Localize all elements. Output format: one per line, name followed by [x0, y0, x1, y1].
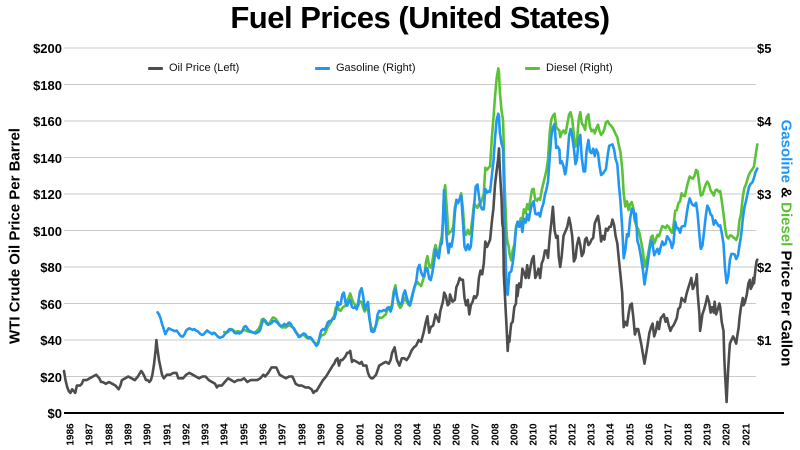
- right-axis-tick-label: $4: [757, 114, 772, 129]
- series-line-gasoline: [156, 112, 759, 348]
- year-tick-label: 2017: [663, 423, 675, 446]
- year-tick-label: 2012: [567, 423, 579, 446]
- year-tick-label: 2016: [644, 423, 656, 446]
- year-tick-label: 2018: [683, 423, 695, 446]
- year-tick-label: 2007: [470, 423, 482, 446]
- series-line-oil: [62, 147, 759, 404]
- year-tick-label: 2003: [393, 423, 405, 446]
- year-tick-label: 1990: [142, 423, 154, 446]
- year-tick-label: 1986: [65, 423, 77, 446]
- legend-item-diesel: Diesel (Right): [525, 62, 613, 74]
- right-axis-tick-label: $3: [757, 187, 772, 202]
- year-tick-label: 1996: [258, 423, 270, 446]
- left-axis-tick-label: $80: [40, 260, 62, 275]
- right-axis-tick-label: $1: [757, 333, 772, 348]
- year-tick-label: 2010: [528, 423, 540, 446]
- legend-item-oil: Oil Price (Left): [148, 62, 239, 74]
- right-axis-tick-label: $5: [757, 41, 772, 56]
- year-tick-label: 2019: [702, 423, 714, 446]
- year-tick-label: 2014: [605, 423, 617, 446]
- year-tick-label: 2008: [490, 423, 502, 446]
- left-axis-tick-label: $100: [33, 223, 62, 239]
- year-tick-label: 2015: [625, 423, 637, 446]
- legend-label-oil: Oil Price (Left): [169, 62, 240, 74]
- left-axis-tick-label: $180: [33, 77, 62, 93]
- year-tick-label: 2013: [586, 423, 598, 446]
- year-tick-label: 1994: [219, 423, 231, 446]
- year-tick-label: 2009: [509, 423, 521, 446]
- left-axis-tick-label: $120: [33, 187, 62, 202]
- year-tick-label: 1993: [200, 423, 212, 446]
- year-tick-label: 1999: [316, 423, 328, 446]
- gasoline-legend-dash-icon: [315, 66, 330, 70]
- year-tick-label: 1989: [123, 423, 135, 446]
- legend-label-gasoline: Gasoline (Right): [336, 62, 416, 74]
- year-tick-label: 2005: [432, 423, 444, 446]
- year-tick-label: 1987: [84, 423, 96, 446]
- year-tick-label: 2004: [412, 423, 424, 446]
- left-axis-tick-label: $140: [33, 150, 62, 166]
- year-tick-label: 2020: [721, 423, 733, 446]
- year-tick-label: 1991: [162, 423, 173, 446]
- year-tick-label: 2021: [741, 423, 752, 446]
- year-tick-label: 2006: [451, 423, 463, 446]
- year-tick-label: 2002: [374, 423, 386, 446]
- year-tick-label: 1988: [104, 423, 116, 446]
- year-tick-label: 1997: [277, 423, 289, 446]
- year-tick-label: 2011: [548, 423, 559, 446]
- series-line-diesel: [222, 67, 759, 346]
- left-axis-tick-label: $60: [40, 296, 62, 312]
- year-tick-label: 1998: [297, 423, 309, 446]
- oil-legend-dash-icon: [148, 66, 163, 70]
- legend-label-diesel: Diesel (Right): [546, 62, 613, 74]
- year-tick-label: 2001: [355, 423, 366, 446]
- left-axis-tick-label: $160: [33, 114, 62, 129]
- legend-item-gasoline: Gasoline (Right): [315, 62, 415, 74]
- left-axis-tick-label: $40: [40, 333, 62, 348]
- year-tick-label: 1992: [181, 423, 193, 446]
- diesel-legend-dash-icon: [525, 66, 540, 70]
- left-axis-tick-label: $200: [33, 41, 62, 56]
- chart-title: Fuel Prices (United States): [230, 0, 610, 35]
- left-axis-tick-label: $20: [40, 369, 62, 385]
- left-axis-tick-label: $0: [47, 406, 62, 421]
- year-tick-label: 2000: [335, 423, 347, 446]
- year-tick-label: 1995: [239, 423, 251, 446]
- right-axis-tick-label: $2: [757, 260, 772, 275]
